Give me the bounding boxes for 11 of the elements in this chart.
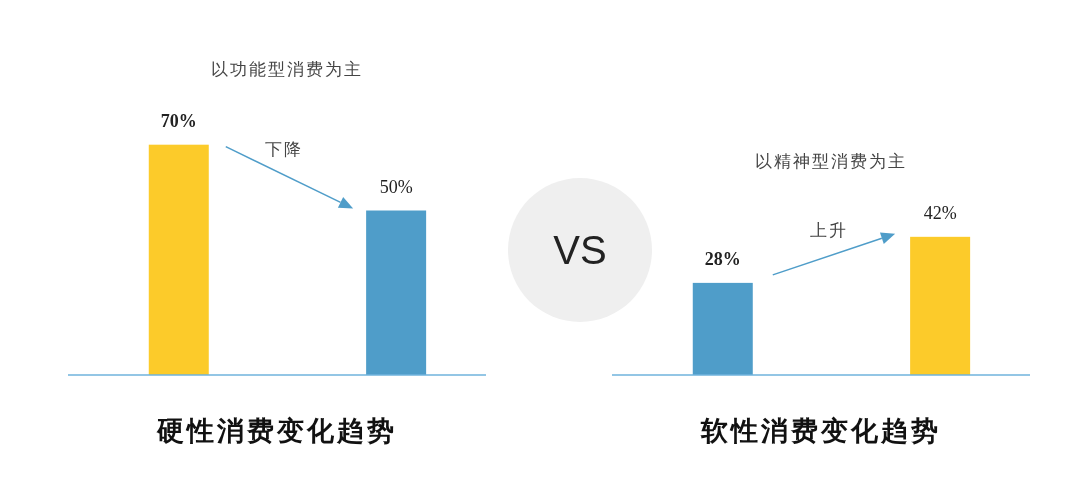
data-label: 50% <box>379 176 413 197</box>
annotation: 上升 <box>809 220 848 240</box>
text: 以功能型消费为主 <box>211 59 363 79</box>
annotation: 下降 <box>265 139 304 159</box>
text: VS <box>553 228 607 272</box>
data-label: 28% <box>704 248 741 269</box>
text: 以精神型消费为主 <box>755 151 907 171</box>
text: 软性消费变化趋势 <box>700 416 941 446</box>
text: 硬性消费变化趋势 <box>156 416 397 446</box>
data-label: 70% <box>160 110 197 131</box>
data-label: 42% <box>923 202 957 223</box>
